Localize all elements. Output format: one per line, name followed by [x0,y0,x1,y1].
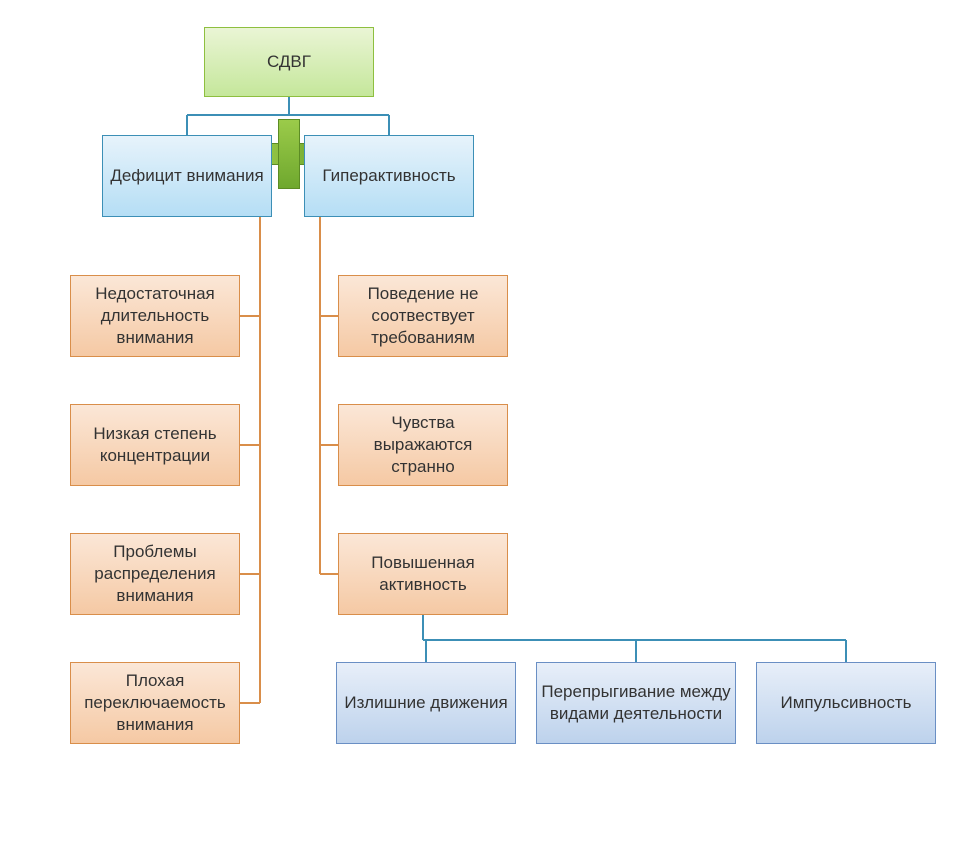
node-leaf: Чувства выражаются странно [338,404,508,486]
node-leaf: Плохая переключаемость внимания [70,662,240,744]
node-label: Излишние движения [344,692,507,714]
node-branch-deficit: Дефицит внимания [102,135,272,217]
node-subleaf: Излишние движения [336,662,516,744]
node-branch-hyperactivity: Гиперактивность [304,135,474,217]
node-label: Плохая переключаемость внимания [75,670,235,736]
node-label: Проблемы распределения внимания [75,541,235,607]
node-leaf: Проблемы распределения внимания [70,533,240,615]
node-label: Повышенная активность [343,552,503,596]
node-subleaf: Импульсивность [756,662,936,744]
node-label: Дефицит внимания [110,165,263,187]
node-label: Гиперактивность [322,165,455,187]
node-leaf: Низкая степень концентрации [70,404,240,486]
node-leaf: Недостаточная длительность внимания [70,275,240,357]
node-label: Импульсивность [780,692,911,714]
node-label: Недостаточная длительность внимания [75,283,235,349]
node-leaf: Поведение не соотвествует требованиям [338,275,508,357]
node-label: Поведение не соотвествует требованиям [343,283,503,349]
node-increased-activity: Повышенная активность [338,533,508,615]
node-subleaf: Перепрыгивание между видами деятельности [536,662,736,744]
node-label: Чувства выражаются странно [343,412,503,478]
node-label: Перепрыгивание между видами деятельности [541,681,731,725]
node-label: Низкая степень концентрации [75,423,235,467]
node-root: СДВГ [204,27,374,97]
node-label: СДВГ [267,51,311,73]
